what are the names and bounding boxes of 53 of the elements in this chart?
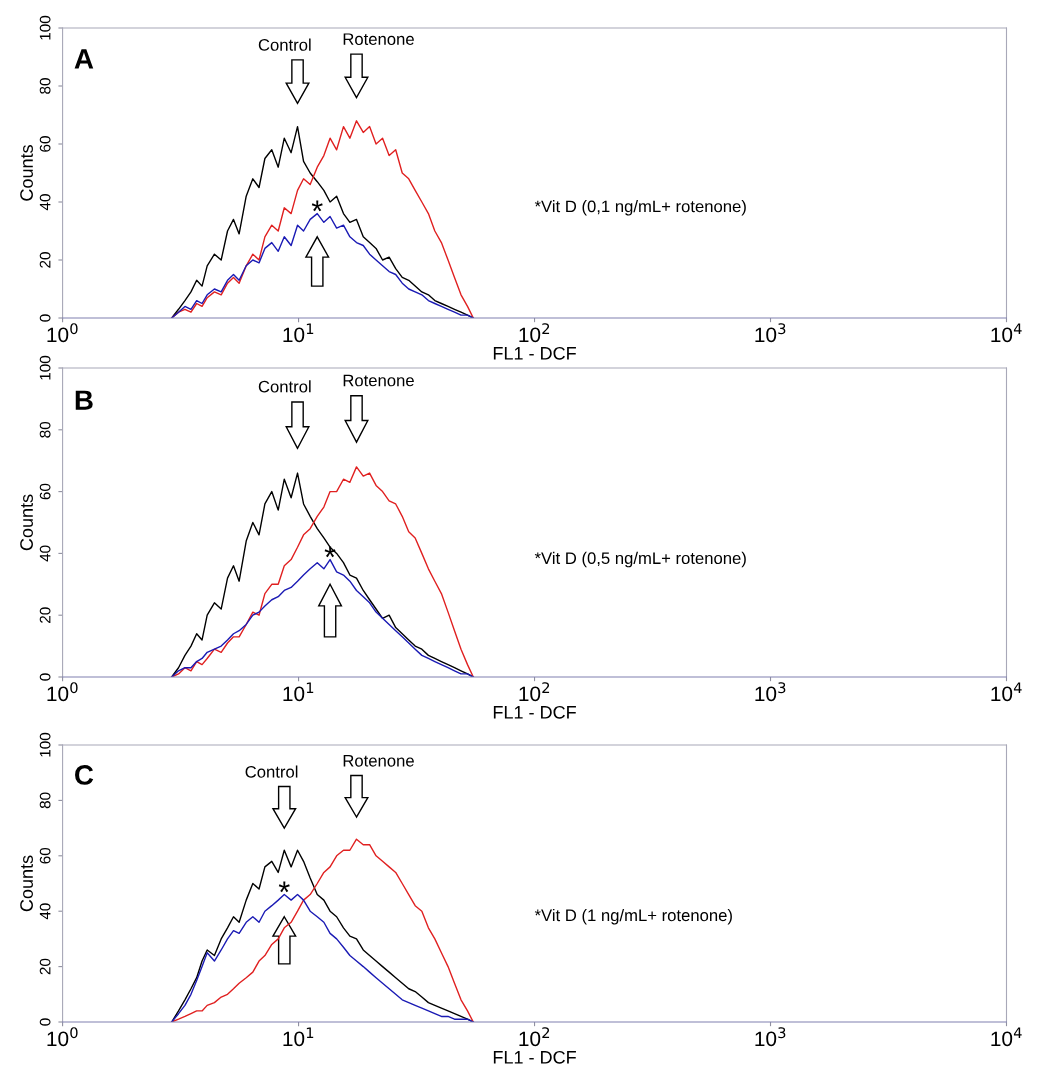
- y-tick-label: 100: [39, 732, 51, 757]
- y-axis-title: Counts: [20, 855, 33, 912]
- y-tick-label: 60: [39, 483, 51, 500]
- annotation: *: [278, 881, 290, 893]
- x-tick-label: 10$^{1}$: [283, 682, 314, 702]
- annotation: Control: [245, 765, 298, 778]
- y-tick-label: 80: [39, 78, 51, 94]
- x-tick-label: 10$^{4}$: [991, 682, 1022, 702]
- annotation: Rotenone: [343, 374, 414, 387]
- annotation: Control: [258, 38, 311, 51]
- x-tick-label: 10$^{2}$: [519, 323, 550, 343]
- x-tick-label: 10$^{1}$: [283, 1027, 314, 1047]
- y-tick-label: 60: [39, 847, 51, 864]
- y-tick-label: 100: [39, 15, 51, 40]
- y-tick-label: 60: [39, 136, 51, 152]
- y-tick-label: 20: [39, 607, 51, 623]
- text: C: [75, 765, 94, 785]
- x-tick-label: 10$^{2}$: [519, 1027, 550, 1047]
- x-tick-label: 10$^{3}$: [755, 323, 786, 343]
- text: A: [74, 49, 94, 69]
- x-tick-label: 10$^{2}$: [519, 682, 550, 702]
- text: B: [75, 390, 93, 410]
- annotation: Rotenone: [343, 33, 414, 46]
- annotation: *Vit D (0,1 ng/mL+ rotenone): [534, 200, 746, 216]
- y-tick-label: 20: [39, 958, 51, 975]
- x-tick-label: 10$^{0}$: [47, 323, 78, 343]
- x-axis-title: FL1 - DCF: [493, 346, 576, 360]
- x-tick-label: 10$^{3}$: [755, 1027, 786, 1047]
- y-tick-label: 0: [39, 673, 51, 681]
- annotation: *Vit D (1 ng/mL+ rotenone): [534, 908, 732, 925]
- annotation: *: [311, 200, 323, 212]
- annotation: *Vit D (0,5 ng/mL+ rotenone): [534, 551, 746, 568]
- y-tick-label: 40: [39, 545, 51, 562]
- x-axis-title: FL1 - DCF: [493, 1050, 576, 1064]
- y-tick-label: 40: [39, 903, 51, 920]
- x-axis-title: FL1 - DCF: [493, 705, 576, 719]
- x-tick-label: 10$^{0}$: [47, 682, 78, 702]
- y-tick-label: 80: [39, 421, 51, 438]
- y-tick-label: 20: [39, 252, 51, 268]
- y-tick-label: 40: [39, 194, 51, 211]
- y-tick-label: 0: [39, 314, 51, 322]
- y-tick-label: 100: [39, 355, 51, 380]
- y-tick-label: 80: [39, 792, 51, 809]
- x-tick-label: 10$^{4}$: [991, 323, 1022, 343]
- annotation: Control: [258, 380, 311, 393]
- y-tick-label: 0: [39, 1018, 51, 1026]
- x-tick-label: 10$^{3}$: [755, 682, 786, 702]
- x-tick-label: 10$^{4}$: [991, 1027, 1022, 1047]
- x-tick-label: 10$^{0}$: [47, 1027, 78, 1047]
- y-axis-title: Counts: [20, 494, 33, 551]
- y-axis-title: Counts: [20, 145, 33, 201]
- annotation: Rotenone: [343, 755, 414, 767]
- x-tick-label: 10$^{1}$: [283, 323, 314, 343]
